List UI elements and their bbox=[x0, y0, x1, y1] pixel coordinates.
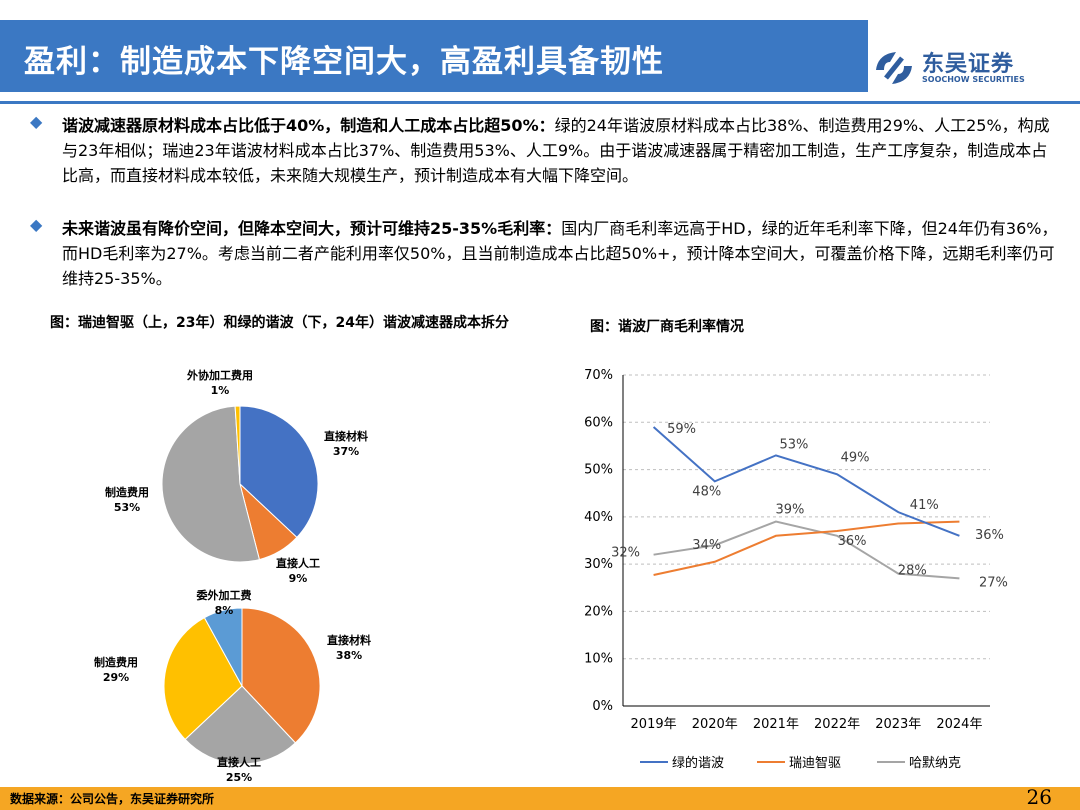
pie2-slice-0 bbox=[241, 607, 321, 744]
bullet-2-heading: 未来谐波虽有降价空间，但降本空间大，预计可维持25-35%毛利率： bbox=[62, 219, 562, 238]
pie1-slice-3 bbox=[234, 405, 241, 485]
page-number: 26 bbox=[1026, 785, 1052, 809]
bullet-1-body: 绿的24年谐波原材料成本占比38%、制造费用29%、人工25%，构成与23年相似… bbox=[62, 116, 1050, 185]
bullet-paragraph-1: 谐波减速器原材料成本占比低于40%，制造和人工成本占比超50%：绿的24年谐波原… bbox=[62, 113, 1062, 188]
title-bar bbox=[0, 20, 868, 92]
x-tick-label: 2019年 bbox=[631, 717, 677, 732]
legend-label-1: 瑞迪智驱 bbox=[789, 756, 841, 771]
data-label-series-0: 49% bbox=[841, 450, 870, 465]
x-tick-label: 2021年 bbox=[753, 717, 799, 732]
y-tick-label: 0% bbox=[592, 699, 613, 714]
y-tick-label: 40% bbox=[584, 510, 613, 525]
page-title: 盈利：制造成本下降空间大，高盈利具备韧性 bbox=[24, 44, 664, 80]
pie2-label-material: 直接材料 38% bbox=[327, 634, 371, 662]
pie2-slice-3 bbox=[203, 607, 243, 687]
bullet-diamond-icon: ◆ bbox=[30, 215, 43, 234]
data-label-series-2: 27% bbox=[979, 575, 1008, 590]
data-label-series-2: 32% bbox=[611, 546, 640, 561]
x-tick-label: 2023年 bbox=[875, 717, 921, 732]
legend-label-0: 绿的谐波 bbox=[672, 755, 724, 771]
y-tick-label: 70% bbox=[584, 368, 613, 383]
footer-bar: 数据来源：公司公告，东吴证券研究所 26 bbox=[0, 785, 1080, 810]
pie1-slice-2 bbox=[161, 405, 261, 563]
data-label-series-0: 36% bbox=[975, 528, 1004, 543]
bullet-1-heading: 谐波减速器原材料成本占比低于40%，制造和人工成本占比超50%： bbox=[62, 116, 555, 135]
x-tick-label: 2022年 bbox=[814, 717, 860, 732]
pie2-label-labor: 直接人工 25% bbox=[217, 756, 261, 784]
series-line-2 bbox=[653, 520, 960, 580]
y-tick-label: 60% bbox=[584, 415, 613, 430]
y-tick-label: 30% bbox=[584, 557, 613, 572]
pie2-label-manufacturing: 制造费用 29% bbox=[94, 656, 138, 684]
data-label-series-0: 59% bbox=[667, 422, 696, 437]
data-label-series-2: 39% bbox=[775, 503, 804, 518]
data-source: 数据来源：公司公告，东吴证券研究所 bbox=[10, 792, 215, 806]
pie1-label-labor: 直接人工 9% bbox=[276, 557, 320, 585]
pie2-label-outsourcing: 委外加工费 8% bbox=[196, 589, 252, 617]
company-logo: 东吴证券 SOOCHOW SECURITIES bbox=[872, 46, 1072, 94]
data-label-series-2: 28% bbox=[898, 564, 927, 579]
series-line-1 bbox=[653, 520, 960, 576]
right-figure-title: 图：谐波厂商毛利率情况 bbox=[590, 319, 744, 335]
data-label-series-0: 41% bbox=[910, 498, 939, 513]
data-label-series-2: 34% bbox=[692, 538, 721, 553]
pie1-slice-1 bbox=[239, 482, 298, 561]
logo-mark-icon bbox=[876, 52, 912, 84]
bullet-diamond-icon: ◆ bbox=[30, 112, 43, 131]
y-tick-label: 20% bbox=[584, 604, 613, 619]
data-label-series-0: 53% bbox=[779, 437, 808, 452]
left-figure-title: 图：瑞迪智驱（上，23年）和绿的谐波（下，24年）谐波减速器成本拆分 bbox=[50, 315, 509, 331]
bullet-paragraph-2: 未来谐波虽有降价空间，但降本空间大，预计可维持25-35%毛利率：国内厂商毛利率… bbox=[62, 216, 1062, 291]
data-label-series-2: 36% bbox=[838, 534, 867, 549]
x-tick-label: 2020年 bbox=[692, 717, 738, 732]
logo-text-cn: 东吴证券 bbox=[922, 52, 1015, 77]
pie2-slice-1 bbox=[184, 685, 297, 765]
legend-label-2: 哈默纳克 bbox=[909, 755, 961, 771]
logo-text-en: SOOCHOW SECURITIES bbox=[922, 75, 1025, 84]
bullet-2-body: 国内厂商毛利率远高于HD，绿的近年毛利率下降，但24年仍有36%，而HD毛利率为… bbox=[62, 219, 1058, 288]
pie1-slice-0 bbox=[239, 405, 319, 539]
pie1-label-material: 直接材料 37% bbox=[324, 430, 368, 458]
x-tick-label: 2024年 bbox=[936, 717, 982, 732]
y-tick-label: 50% bbox=[584, 463, 613, 478]
pie1-label-outsourcing: 外协加工费用 1% bbox=[187, 369, 253, 397]
y-tick-label: 10% bbox=[584, 652, 613, 667]
pie1-label-manufacturing: 制造费用 53% bbox=[105, 486, 149, 514]
header-rule bbox=[0, 101, 1080, 104]
pie2-slice-2 bbox=[163, 616, 243, 741]
series-line-0 bbox=[652, 426, 960, 537]
data-label-series-0: 48% bbox=[692, 484, 721, 499]
